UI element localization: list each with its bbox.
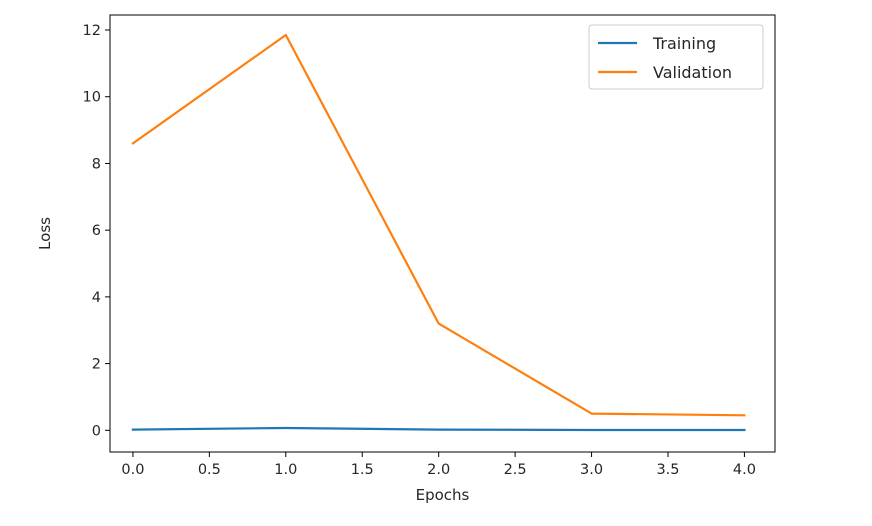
y-tick-label: 0 [92, 423, 101, 439]
x-tick-label: 1.5 [351, 462, 374, 478]
x-tick-label: 1.0 [274, 462, 297, 478]
axes-frame [109, 14, 776, 453]
x-tick-label: 0.0 [121, 462, 144, 478]
legend: Training Validation [588, 24, 764, 90]
y-tick-label: 4 [92, 290, 101, 306]
x-tick-label: 2.0 [427, 462, 450, 478]
x-axis-label: Epochs [416, 486, 470, 504]
legend-label-validation: Validation [653, 63, 732, 82]
plot-area [131, 33, 746, 432]
x-tick-label: 3.0 [580, 462, 603, 478]
y-tick-label: 10 [83, 90, 101, 106]
y-axis-label: Loss [36, 217, 54, 250]
x-tick-label: 4.0 [733, 462, 756, 478]
series-line-training [131, 426, 746, 432]
x-tick-label: 2.5 [504, 462, 527, 478]
y-tick-label: 12 [83, 23, 101, 39]
y-tick-label: 8 [92, 156, 101, 172]
y-tick-label: 2 [92, 357, 101, 373]
y-tick-label: 6 [92, 223, 101, 239]
legend-label-training: Training [652, 34, 716, 53]
x-tick-label: 0.5 [198, 462, 221, 478]
axes: 0.0 0.5 1.0 1.5 2.0 2.5 3.0 3.5 4.0 0 2 4 6 8 10 12 Epoc… [36, 14, 776, 504]
x-tick-label: 3.5 [656, 462, 679, 478]
series-line-validation [131, 33, 746, 417]
